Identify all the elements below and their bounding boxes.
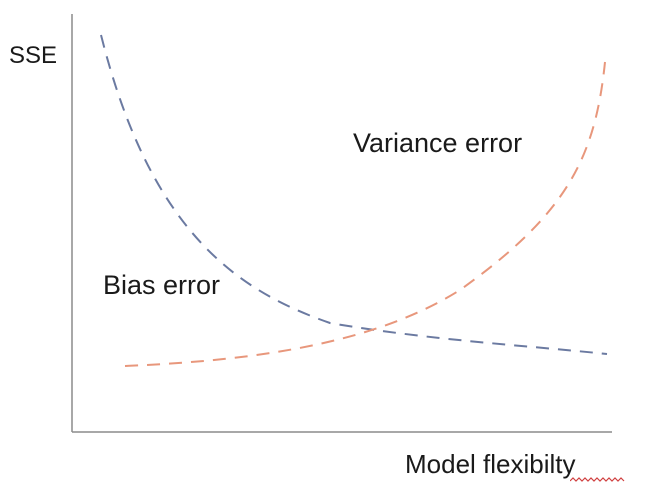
variance-error-curve <box>124 61 606 367</box>
x-axis-label: Model flexibilty <box>405 449 576 479</box>
axes <box>71 14 612 433</box>
bias-error-label: Bias error <box>103 270 221 300</box>
variance-error-label: Variance error <box>353 128 523 158</box>
y-axis-label: SSE <box>9 42 58 69</box>
bias-error-curve <box>100 34 608 355</box>
spellcheck-underline <box>570 477 625 482</box>
